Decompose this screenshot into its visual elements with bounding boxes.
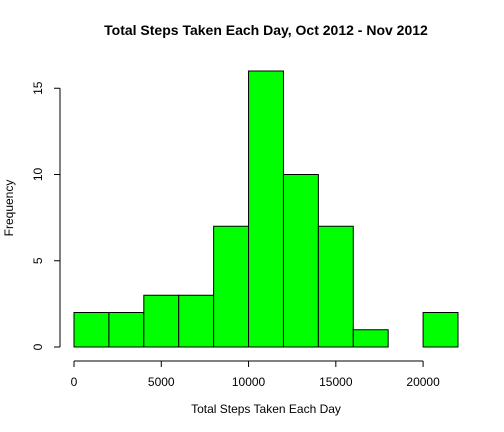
histogram-bar <box>179 295 214 347</box>
x-tick-label: 10000 <box>232 375 266 389</box>
histogram-bar <box>74 313 109 348</box>
x-axis: 0 5000 10000 15000 20000 <box>71 361 440 389</box>
histogram-bar <box>318 226 353 347</box>
y-axis: 0 5 10 15 <box>31 81 60 350</box>
x-tick-label: 15000 <box>319 375 353 389</box>
y-tick-label: 15 <box>31 81 45 95</box>
y-tick-label: 5 <box>31 257 45 264</box>
histogram-bar <box>423 313 458 348</box>
y-tick-label: 0 <box>31 343 45 350</box>
x-tick-label: 20000 <box>406 375 440 389</box>
histogram-bar <box>283 175 318 348</box>
histogram-bar <box>109 313 144 348</box>
chart-title: Total Steps Taken Each Day, Oct 2012 - N… <box>104 22 428 38</box>
y-axis-label: Frequency <box>2 180 16 237</box>
x-tick-label: 5000 <box>148 375 175 389</box>
x-axis-label: Total Steps Taken Each Day <box>191 402 341 416</box>
histogram-bar <box>249 71 284 347</box>
histogram-bar <box>144 295 179 347</box>
histogram-bar <box>214 226 249 347</box>
histogram-bar <box>353 330 388 347</box>
y-tick-label: 10 <box>31 168 45 182</box>
bars-group <box>74 71 458 347</box>
x-tick-label: 0 <box>71 375 78 389</box>
